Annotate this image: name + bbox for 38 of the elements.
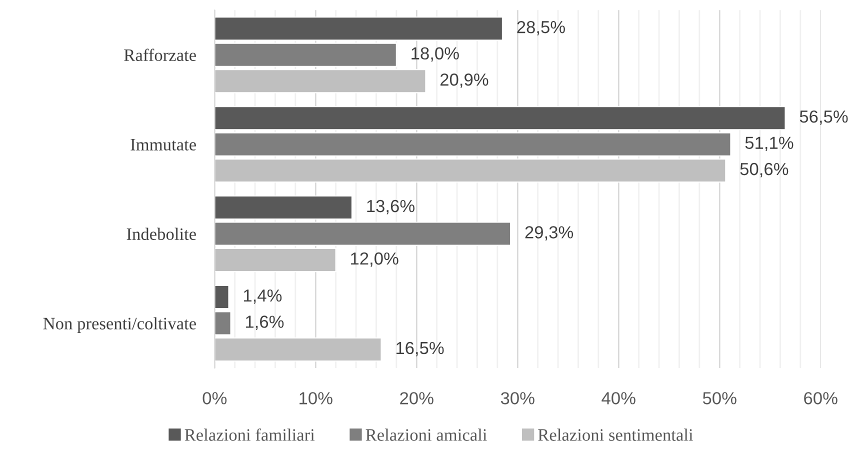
data-label: 56,5%: [800, 110, 848, 125]
data-label: 16,5%: [396, 342, 444, 356]
data-label: 18,0%: [412, 47, 459, 62]
x-tick-label: 50%: [702, 392, 736, 404]
bar: [214, 106, 786, 130]
y-tick-label: Indebolite: [126, 228, 196, 240]
bar: [214, 16, 504, 41]
bar: [214, 222, 512, 246]
x-tick-label: 10%: [300, 392, 332, 404]
data-label: 29,3%: [525, 226, 574, 241]
legend-label: Relazioni sentimentali: [538, 428, 693, 441]
data-label: 12,0%: [351, 252, 398, 267]
y-tick-label: Rafforzate: [124, 48, 196, 62]
data-label: 50,6%: [740, 162, 788, 178]
bar: [214, 337, 382, 362]
y-tick-label: Immutate: [130, 138, 196, 151]
x-tick-label: 20%: [400, 392, 434, 404]
data-label: 13,6%: [367, 200, 414, 214]
legend-label: Relazioni amicali: [366, 428, 487, 441]
x-tick-label: 60%: [804, 392, 838, 404]
data-label: 1,4%: [244, 289, 282, 304]
y-tick-label: Non presenti/coltivate: [43, 317, 196, 333]
x-tick-label: 30%: [500, 392, 534, 404]
data-label: 28,5%: [517, 20, 565, 36]
bar: [214, 195, 353, 220]
legend-label: Relazioni familiari: [184, 428, 315, 441]
bar: [214, 158, 726, 183]
x-tick-label: 40%: [602, 392, 636, 404]
data-label: 51,1%: [745, 136, 794, 152]
bar: [214, 248, 336, 272]
data-label: 1,6%: [246, 316, 284, 330]
bar: [214, 311, 232, 336]
data-label: 20,9%: [440, 73, 488, 88]
bar: [214, 42, 397, 67]
bar: [214, 132, 732, 156]
bar: [214, 68, 426, 94]
bar: [214, 284, 230, 310]
x-tick-label: 0%: [202, 392, 227, 404]
